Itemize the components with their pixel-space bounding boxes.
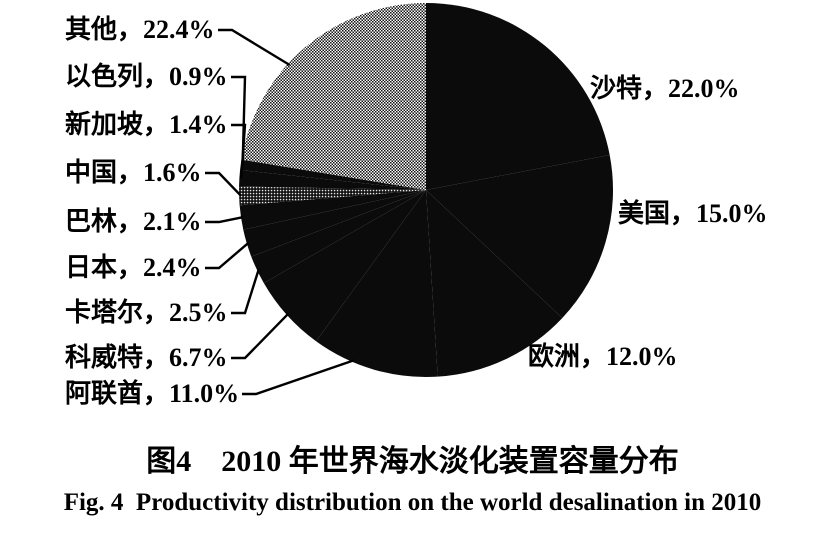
pie-label-other: 其他，22.4%	[65, 15, 215, 44]
pie-label-kuwait: 科威特，6.7%	[65, 343, 228, 372]
leader-line-singapore	[231, 123, 247, 179]
leader-line-uae	[242, 359, 355, 396]
pie-slice-singapore	[239, 170, 426, 190]
leader-line-kuwait	[231, 312, 290, 360]
leader-line-other	[218, 28, 291, 66]
pie-slice-europe	[426, 190, 563, 377]
pie-label-qatar: 卡塔尔，2.5%	[65, 298, 228, 327]
leader-line-japan	[205, 241, 250, 270]
pie-slice-usa	[426, 154, 614, 319]
leader-line-qatar	[231, 269, 260, 315]
pie-slice-bahrain	[239, 190, 426, 230]
pie-label-usa: 美国，15.0%	[618, 199, 768, 228]
pie-chart-figure: 沙特，22.0% 美国，15.0% 欧洲，12.0% 其他，22.4% 以色列，0.9%…	[65, 3, 768, 408]
pie-slice-uae	[316, 190, 438, 377]
pie-slice-qatar	[251, 190, 426, 284]
pie-label-japan: 日本，2.4%	[65, 253, 202, 282]
pie-label-bahrain: 巴林，2.1%	[65, 207, 202, 236]
pie-label-singapore: 新加坡，1.4%	[65, 110, 228, 139]
pie-slice-israel	[240, 159, 426, 190]
leader-line-bahrain	[205, 216, 244, 224]
pie-label-europe: 欧洲，12.0%	[528, 342, 678, 371]
pie-label-saudi: 沙特，22.0%	[590, 74, 740, 103]
pie-slice-saudi	[426, 3, 610, 190]
pie-slice-china	[238, 186, 426, 206]
pie-slice-japan	[243, 190, 426, 257]
figure-caption-chinese: 图4 2010 年世界海水淡化装置容量分布	[146, 445, 679, 478]
pie-slice-other	[241, 3, 426, 190]
pie-slice-kuwait	[263, 190, 426, 342]
pie-label-israel: 以色列，0.9%	[65, 62, 228, 91]
pie-chart	[205, 3, 614, 396]
figure-caption-english: Fig. 4 Productivity distribution on the …	[63, 489, 762, 516]
leader-line-china	[205, 171, 242, 197]
pie-label-china: 中国，1.6%	[65, 158, 202, 187]
pie-label-uae: 阿联酋，11.0%	[65, 379, 240, 408]
